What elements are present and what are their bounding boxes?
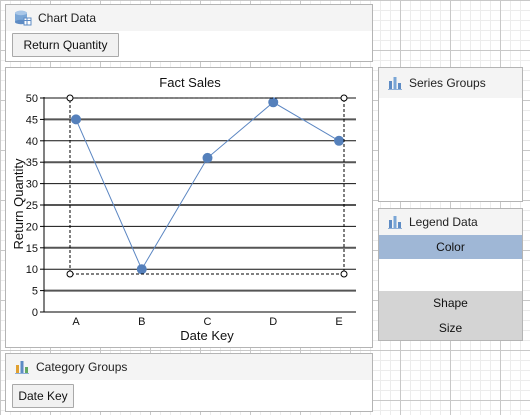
return-quantity-button[interactable]: Return Quantity [12,33,119,57]
x-tick-label: B [138,316,145,328]
bar-chart-icon [15,361,29,374]
x-axis-label: Date Key [180,328,234,343]
y-tick-label: 35 [26,157,38,169]
line-chart: Fact Sales 0 5 10 15 20 25 30 35 40 45 50 A B C D E Re… [11,75,356,343]
y-tick-label: 40 [26,136,38,148]
chart-panel[interactable]: Fact Sales 0 5 10 15 20 25 30 35 40 45 50 A B C D E Re… [5,67,373,348]
date-key-button[interactable]: Date Key [12,384,74,408]
resize-handle[interactable] [66,270,74,278]
series-groups-title: Series Groups [409,76,486,90]
chart-title: Fact Sales [159,75,221,90]
resize-handle[interactable] [340,94,348,102]
x-tick-label: A [72,316,80,328]
data-point[interactable] [268,97,279,108]
y-tick-label: 0 [32,307,38,319]
y-tick-label: 45 [26,114,38,126]
series-groups-header: Series Groups [379,68,522,98]
bar-chart-icon [388,77,402,90]
plot-selection-frame[interactable] [69,97,345,275]
y-tick-label: 10 [26,264,38,276]
y-tick-label: 15 [26,243,38,255]
resize-handle[interactable] [66,94,74,102]
chart-data-title: Chart Data [38,11,97,25]
chart-data-header: Chart Data [6,5,372,31]
legend-data-header: Legend Data [379,209,522,235]
chart-data-panel: Chart Data Return Quantity [5,4,373,62]
legend-item-empty[interactable] [379,259,522,291]
legend-data-panel: Legend Data Color Shape Size [378,208,523,341]
legend-item-color[interactable]: Color [379,235,522,259]
data-point[interactable] [71,114,81,125]
category-groups-panel: Category Groups Date Key [5,353,373,412]
category-groups-header: Category Groups [6,354,372,380]
y-tick-label: 5 [32,286,38,298]
y-tick-label: 20 [26,221,38,233]
legend-data-title: Legend Data [409,215,478,229]
data-point[interactable] [202,152,213,163]
series-groups-panel: Series Groups [378,67,523,202]
legend-item-size[interactable]: Size [379,315,522,340]
database-icon [15,10,32,26]
x-tick-label: E [335,316,342,328]
data-point[interactable] [334,135,344,146]
legend-item-shape[interactable]: Shape [379,291,522,315]
resize-handle[interactable] [340,270,348,278]
x-tick-label: D [269,316,277,328]
bar-chart-icon [388,216,402,229]
y-tick-label: 30 [26,179,38,191]
series-line [75,101,340,271]
y-tick-label: 50 [26,93,38,105]
y-tick-label: 25 [26,200,38,212]
y-axis-label: Return Quantity [11,158,26,250]
category-groups-title: Category Groups [36,360,128,374]
x-tick-label: C [204,316,212,328]
data-point[interactable] [136,264,147,275]
